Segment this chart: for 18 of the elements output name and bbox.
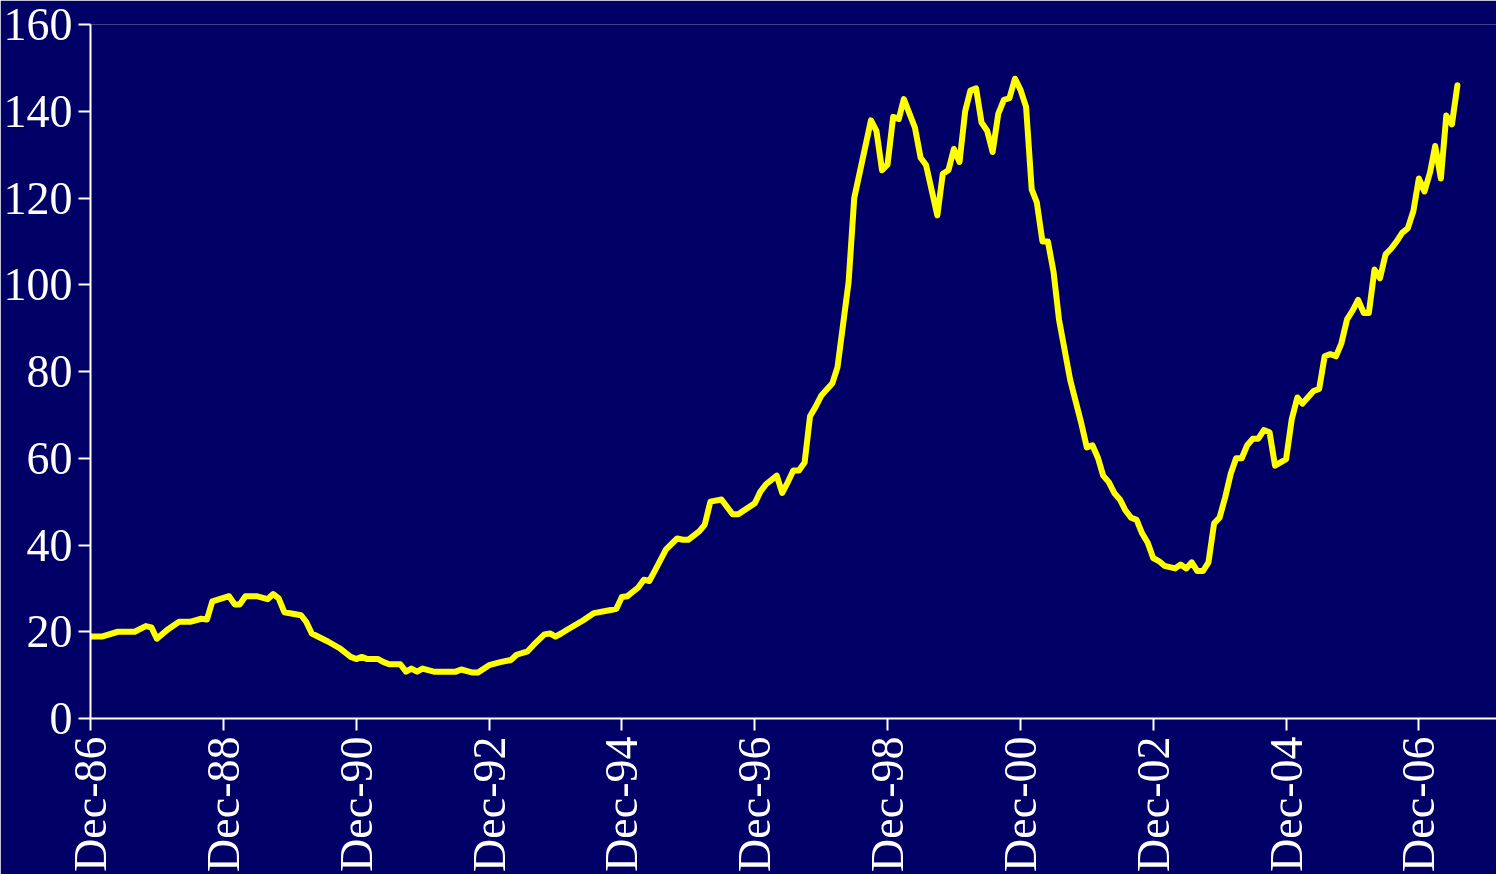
x-tick-label: Dec-02 <box>1127 736 1179 872</box>
x-tick-label: Dec-94 <box>596 736 648 872</box>
x-tick-label: Dec-88 <box>197 736 249 872</box>
x-tick-label: Dec-06 <box>1393 736 1445 872</box>
y-tick-label: 40 <box>26 519 73 571</box>
x-tick-label: Dec-98 <box>862 736 914 872</box>
x-tick-label: Dec-96 <box>729 736 781 872</box>
y-tick-label: 80 <box>26 346 73 397</box>
y-tick-label: 60 <box>26 432 73 484</box>
y-tick-label: 140 <box>3 85 73 137</box>
y-tick-label: 120 <box>3 172 73 224</box>
x-tick-label: Dec-00 <box>994 736 1046 872</box>
y-tick-label: 20 <box>26 606 73 658</box>
y-tick-label: 160 <box>3 0 73 50</box>
x-tick-label: Dec-04 <box>1260 736 1312 872</box>
x-tick-label: Dec-92 <box>463 736 515 872</box>
x-tick-label: Dec-90 <box>330 736 382 872</box>
y-tick-label: 100 <box>3 259 73 311</box>
